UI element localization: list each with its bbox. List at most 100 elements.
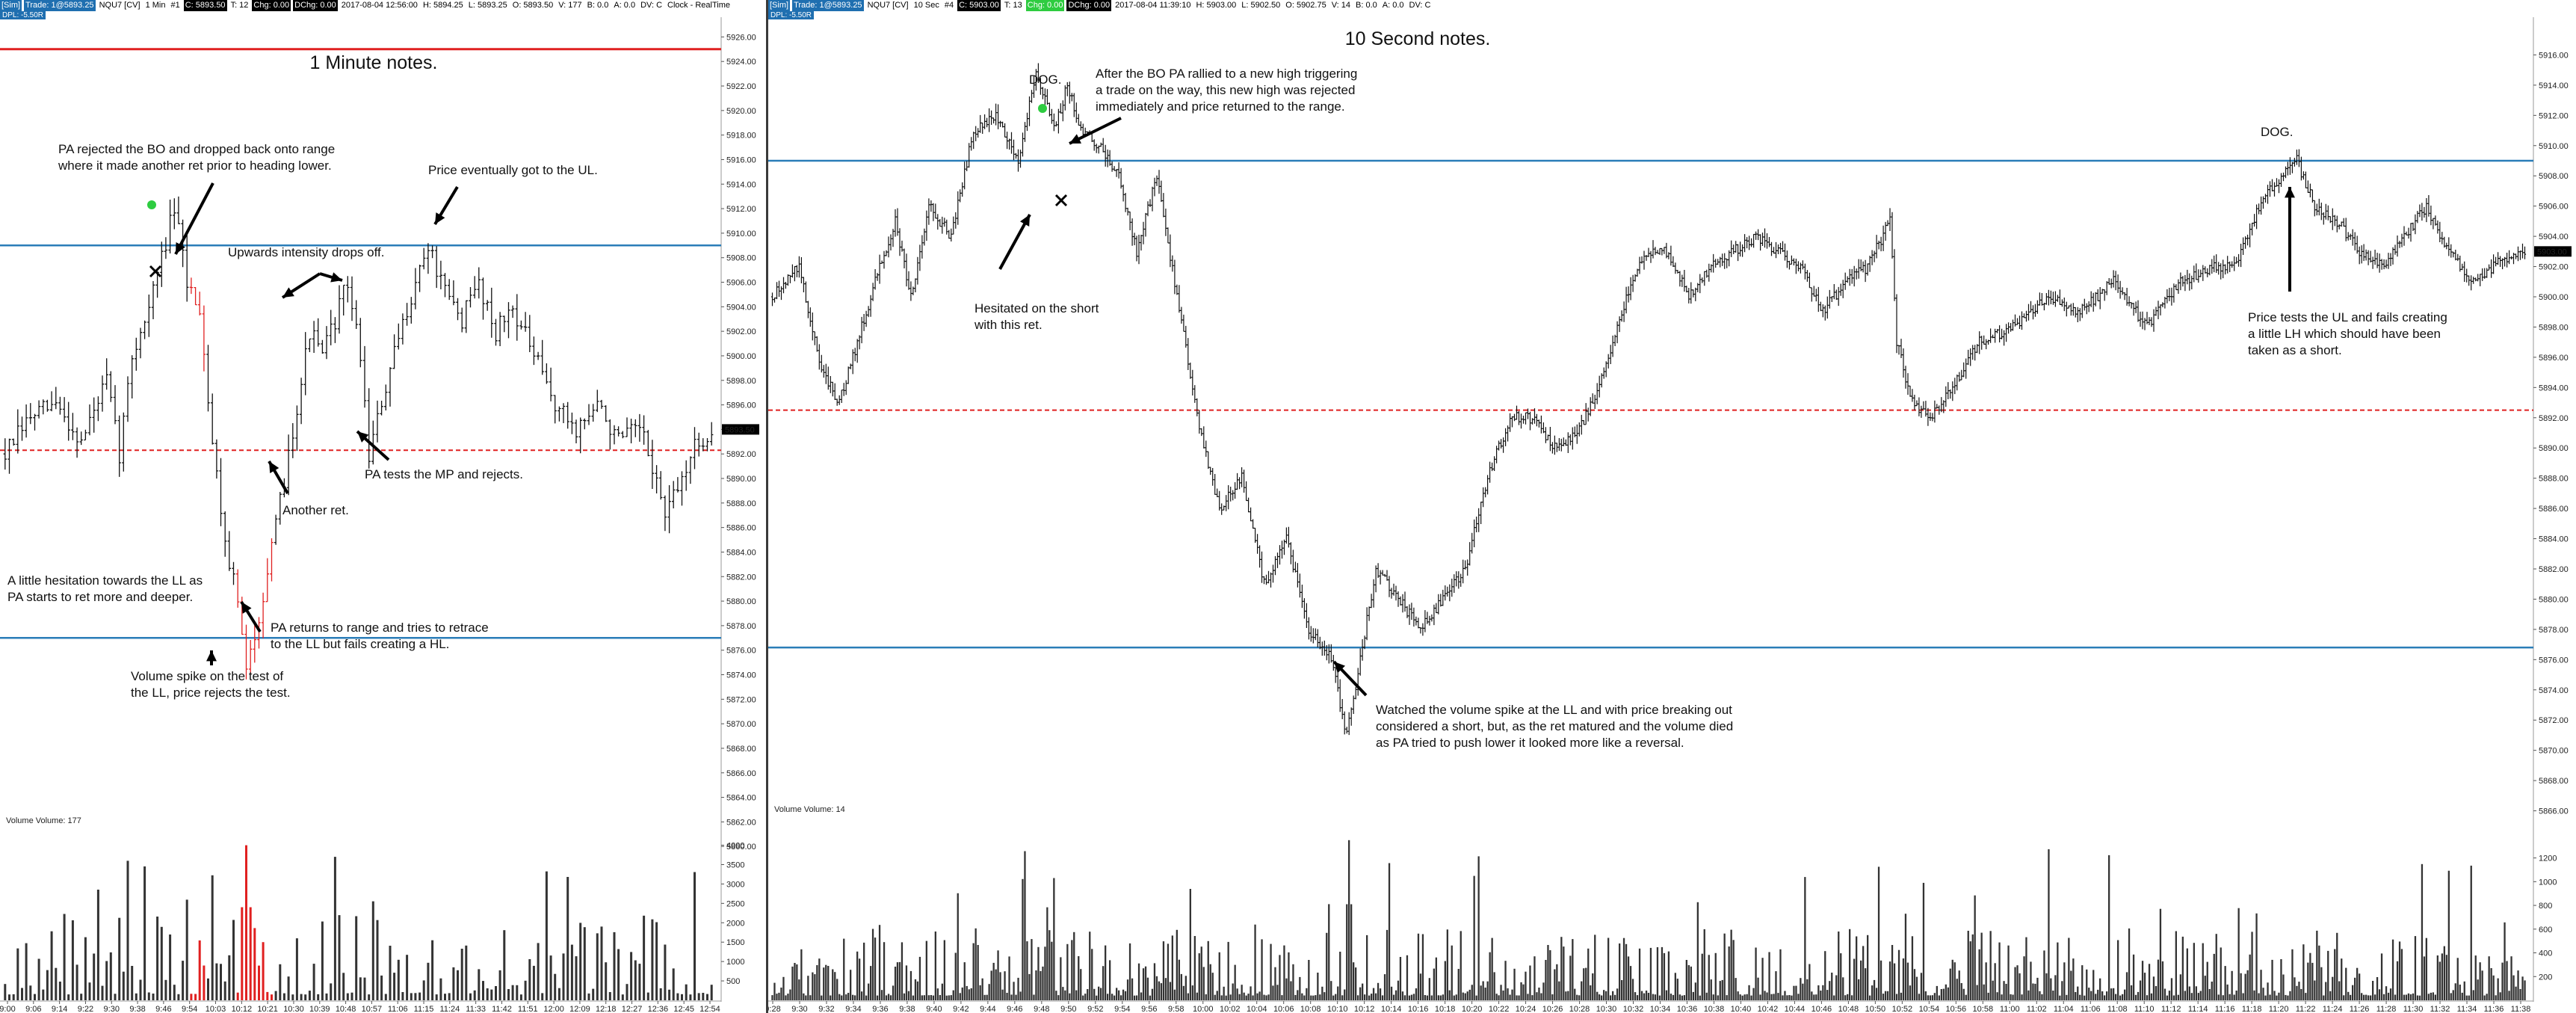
volume-bar bbox=[1690, 966, 1692, 1000]
volume-bar bbox=[986, 994, 988, 1000]
volume-bar bbox=[2027, 990, 2030, 1000]
price-bar bbox=[2486, 268, 2489, 278]
price-bar bbox=[350, 276, 354, 321]
volume-bar bbox=[1549, 950, 1551, 1000]
price-bar bbox=[804, 281, 807, 303]
pane-divider[interactable] bbox=[766, 0, 768, 1013]
volume-bar bbox=[1100, 988, 1102, 1000]
volume-bar bbox=[2199, 991, 2202, 1000]
chart-pane-10sec[interactable]: [Sim] Trade: 1@5893.25 NQU7 [CV] 10 Sec #4 C:… bbox=[768, 0, 2576, 1013]
price-bar bbox=[1379, 570, 1382, 585]
volume-bar bbox=[1261, 939, 1263, 1000]
price-tick-label: 5902.00 bbox=[726, 327, 756, 336]
price-bar bbox=[945, 219, 948, 235]
time-tick-label: 9:56 bbox=[1141, 1005, 1157, 1013]
volume-tick-label: 1000 bbox=[726, 958, 744, 967]
volume-bar bbox=[1994, 963, 1996, 1000]
price-bar bbox=[2347, 232, 2350, 241]
price-bar bbox=[818, 344, 821, 370]
volume-bar bbox=[1297, 990, 1299, 1000]
price-bar bbox=[1920, 405, 1923, 418]
volume-bar bbox=[355, 916, 358, 1000]
price-bar bbox=[2389, 253, 2392, 266]
time-tick-label: 10:22 bbox=[1489, 1005, 1510, 1013]
volume-bar bbox=[861, 991, 863, 1000]
time-tick-label: 11:20 bbox=[2269, 1005, 2289, 1013]
price-bar bbox=[1951, 381, 1954, 401]
volume-bar bbox=[1080, 969, 1082, 1000]
price-bar bbox=[2038, 292, 2041, 306]
volume-bar bbox=[1374, 993, 1377, 1000]
volume-bar bbox=[312, 964, 315, 1000]
price-bar bbox=[858, 335, 861, 350]
volume-bar bbox=[1933, 993, 1936, 1000]
annotation-note: PA tests the MP and rejects. bbox=[365, 467, 523, 481]
volume-bar bbox=[2106, 991, 2108, 1000]
volume-bar bbox=[444, 994, 446, 1000]
time-tick-label: 10:26 bbox=[1542, 1005, 1563, 1013]
volume-bar bbox=[2195, 986, 2197, 1000]
volume-bar bbox=[1840, 953, 1842, 1000]
volume-bar bbox=[2294, 977, 2296, 1000]
volume-bar bbox=[1184, 976, 1187, 1000]
volume-bar bbox=[2206, 961, 2208, 1000]
volume-bar bbox=[2316, 930, 2318, 1000]
volume-bar bbox=[1974, 895, 1976, 1000]
price-bar bbox=[2266, 185, 2270, 204]
price-bar bbox=[2260, 196, 2263, 215]
price-bar bbox=[397, 323, 401, 350]
volume-bar bbox=[2019, 973, 2021, 1000]
price-bar bbox=[2521, 243, 2524, 259]
price-bar bbox=[1548, 427, 1551, 452]
price-bar bbox=[1685, 286, 1688, 293]
price-tick-label: 5888.00 bbox=[726, 499, 756, 508]
volume-bar bbox=[1457, 969, 1460, 1000]
volume-bar bbox=[507, 989, 510, 1000]
price-bar bbox=[1564, 439, 1567, 446]
price-tick-label: 5872.00 bbox=[2539, 716, 2569, 725]
price-bar bbox=[502, 315, 506, 333]
volume-bar bbox=[1205, 994, 1207, 1000]
price-bar bbox=[1989, 328, 1992, 343]
price-bar bbox=[561, 403, 566, 423]
price-bar bbox=[2349, 233, 2352, 240]
chart-1min-svg[interactable]: 5926.005924.005922.005920.005918.005916.… bbox=[0, 0, 766, 1013]
volume-bar bbox=[1838, 932, 1840, 1000]
volume-bar bbox=[122, 971, 125, 1000]
volume-bar bbox=[2097, 989, 2099, 1000]
price-bar bbox=[1218, 490, 1221, 511]
volume-bar bbox=[2394, 994, 2397, 1000]
volume-bar bbox=[1500, 985, 1502, 1000]
price-bar bbox=[1234, 482, 1237, 499]
price-bar bbox=[1658, 247, 1661, 255]
volume-bar bbox=[1610, 995, 1612, 1000]
chart-header-10sec: [Sim] Trade: 1@5893.25 NQU7 [CV] 10 Sec #4 C:… bbox=[768, 0, 1434, 11]
price-tick-label: 5900.00 bbox=[726, 352, 756, 361]
volume-bar bbox=[46, 970, 49, 1000]
volume-bar bbox=[1323, 992, 1326, 1000]
chart-10sec-svg[interactable]: 5916.005914.005912.005910.005908.005906.… bbox=[768, 0, 2576, 1013]
volume-bar bbox=[109, 952, 112, 1000]
price-bar bbox=[2382, 259, 2385, 270]
volume-bar bbox=[1527, 994, 1529, 1000]
time-tick-label: 9:00 bbox=[0, 1005, 16, 1013]
price-bar bbox=[968, 143, 971, 168]
volume-bar bbox=[1308, 960, 1310, 1000]
volume-bar bbox=[2177, 994, 2179, 1000]
price-bar bbox=[324, 326, 329, 360]
price-bar bbox=[1495, 446, 1498, 464]
volume-bar bbox=[1601, 995, 1603, 1000]
price-bar bbox=[1544, 427, 1547, 443]
price-bar bbox=[1891, 212, 1894, 259]
volume-bar bbox=[2438, 961, 2441, 1000]
volume-bar bbox=[516, 985, 519, 1000]
volume-bar bbox=[999, 972, 1001, 1000]
volume-bar bbox=[1572, 939, 1574, 1000]
price-bar bbox=[1996, 329, 1999, 333]
volume-bar bbox=[787, 994, 789, 1000]
volume-bar bbox=[1985, 962, 1987, 1000]
chart-pane-1min[interactable]: [Sim] Trade: 1@5893.25 NQU7 [CV] 1 Min #1 C: … bbox=[0, 0, 766, 1013]
volume-bar bbox=[2515, 986, 2517, 1000]
volume-bar bbox=[1366, 935, 1368, 1000]
volume-bar bbox=[1886, 991, 1889, 1000]
